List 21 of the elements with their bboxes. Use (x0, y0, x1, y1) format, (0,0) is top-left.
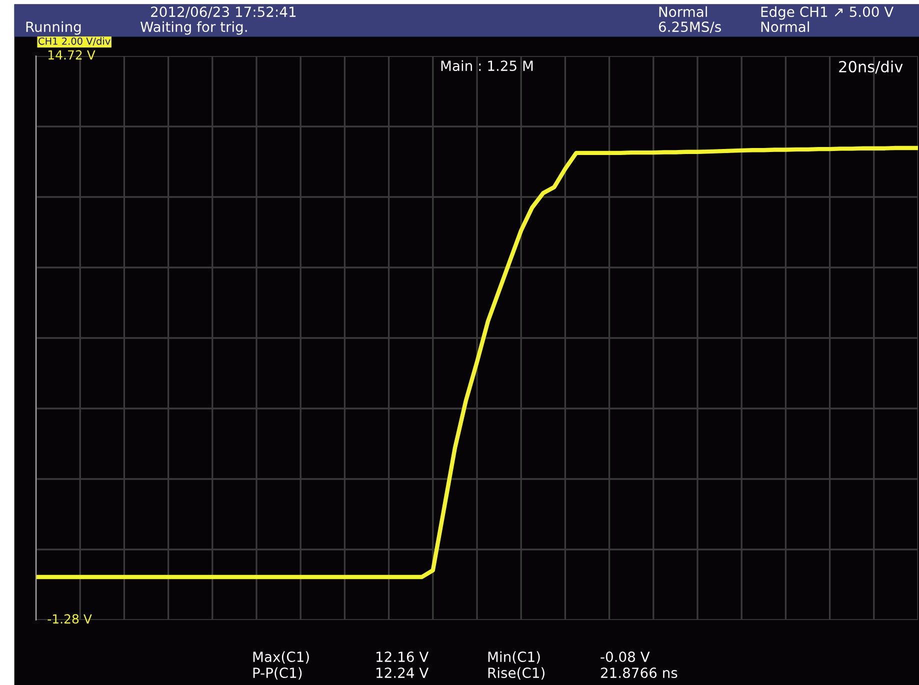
text: Min(C1) (488, 651, 540, 664)
text: Normal (659, 6, 707, 18)
line-series (36, 146, 918, 580)
text: CH1 2.00 V/div (38, 37, 110, 46)
text: Max(C1) (253, 651, 309, 664)
text: -0.08 V (600, 652, 650, 662)
y-tick-label: -1.28 V (48, 614, 92, 624)
text: 2012/06/23 17:52:41 (151, 6, 296, 18)
text: Running (26, 21, 81, 35)
text: 12.24 V (376, 668, 429, 678)
text: 12.16 V (376, 652, 429, 662)
text: Waiting for trig. (140, 21, 247, 35)
text: Rise(C1) (488, 667, 544, 680)
annotation: Main : 1.25 M (441, 60, 533, 72)
text: Normal (761, 21, 809, 32)
text: 6.25MS/s (658, 22, 721, 34)
text: 21.8766 ns (601, 668, 678, 678)
text: P-P(C1) (253, 667, 302, 680)
annotation: 20ns/div (839, 60, 903, 74)
y-tick-label: 14.72 V (48, 50, 96, 60)
text: Edge CH1 ↗ 5.00 V (761, 6, 894, 20)
